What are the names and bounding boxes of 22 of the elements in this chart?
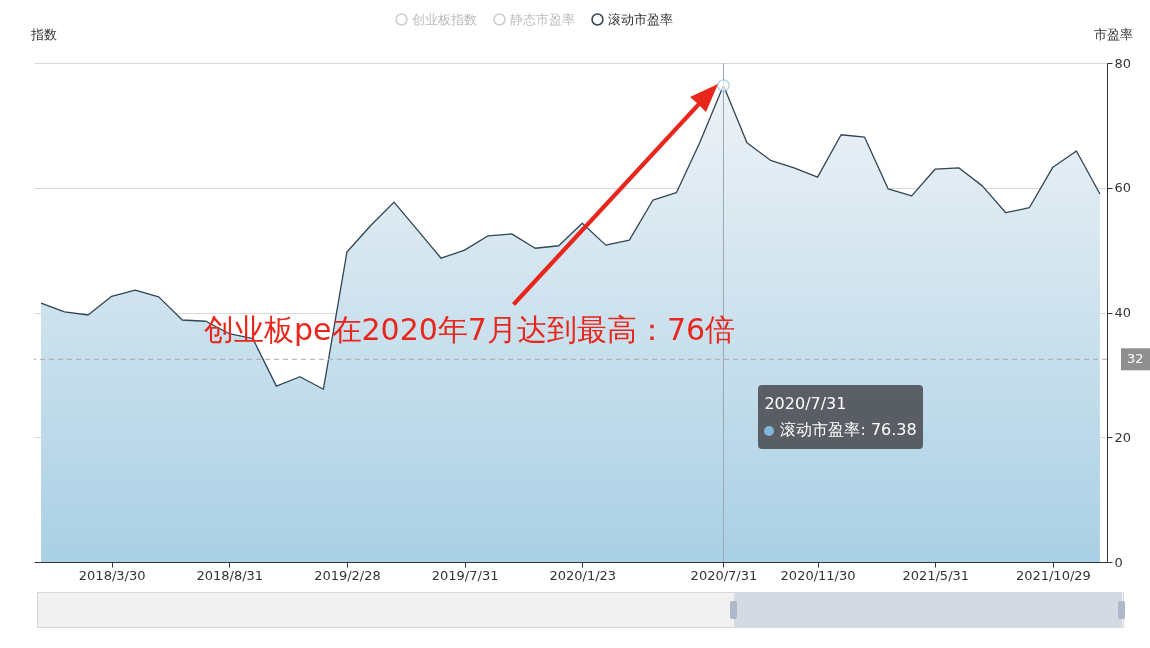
y2-axis-title: 市盈率 (1093, 27, 1133, 42)
legend-label: 静态市盈率 (510, 11, 575, 27)
y-axis-title: 指数 (30, 27, 57, 42)
tooltip-box: 2020/7/31 滚动市盈率: 76.38 (758, 385, 923, 449)
x-tick-label: 2019/2/28 (314, 567, 381, 583)
y2-tick-label: 20 (1114, 429, 1132, 445)
x-tick-label: 2018/8/31 (196, 567, 264, 583)
x-tick-label: 2021/5/31 (902, 567, 970, 583)
y2-tick-label: 0 (1114, 554, 1123, 570)
ref-line-label: 32 (1127, 351, 1144, 367)
legend-label: 滚动市盈率 (608, 11, 673, 27)
x-tick-label: 2021/10/29 (1015, 567, 1091, 583)
y2-tick-label: 40 (1114, 305, 1132, 320)
x-tick-label: 2018/3/30 (78, 567, 146, 583)
annotation: 滚动市盈率: 76.38 (780, 420, 917, 439)
y2-tick-label: 60 (1114, 180, 1132, 196)
x-tick-label: 2020/11/30 (780, 567, 856, 583)
x-tick-label: 2019/7/31 (431, 567, 499, 583)
legend-label: 创业板指数 (412, 11, 477, 27)
x-tick-label: 2020/1/23 (549, 567, 617, 583)
y2-tick-label: 80 (1114, 55, 1132, 71)
x-tick-label: 2020/7/31 (690, 567, 758, 583)
